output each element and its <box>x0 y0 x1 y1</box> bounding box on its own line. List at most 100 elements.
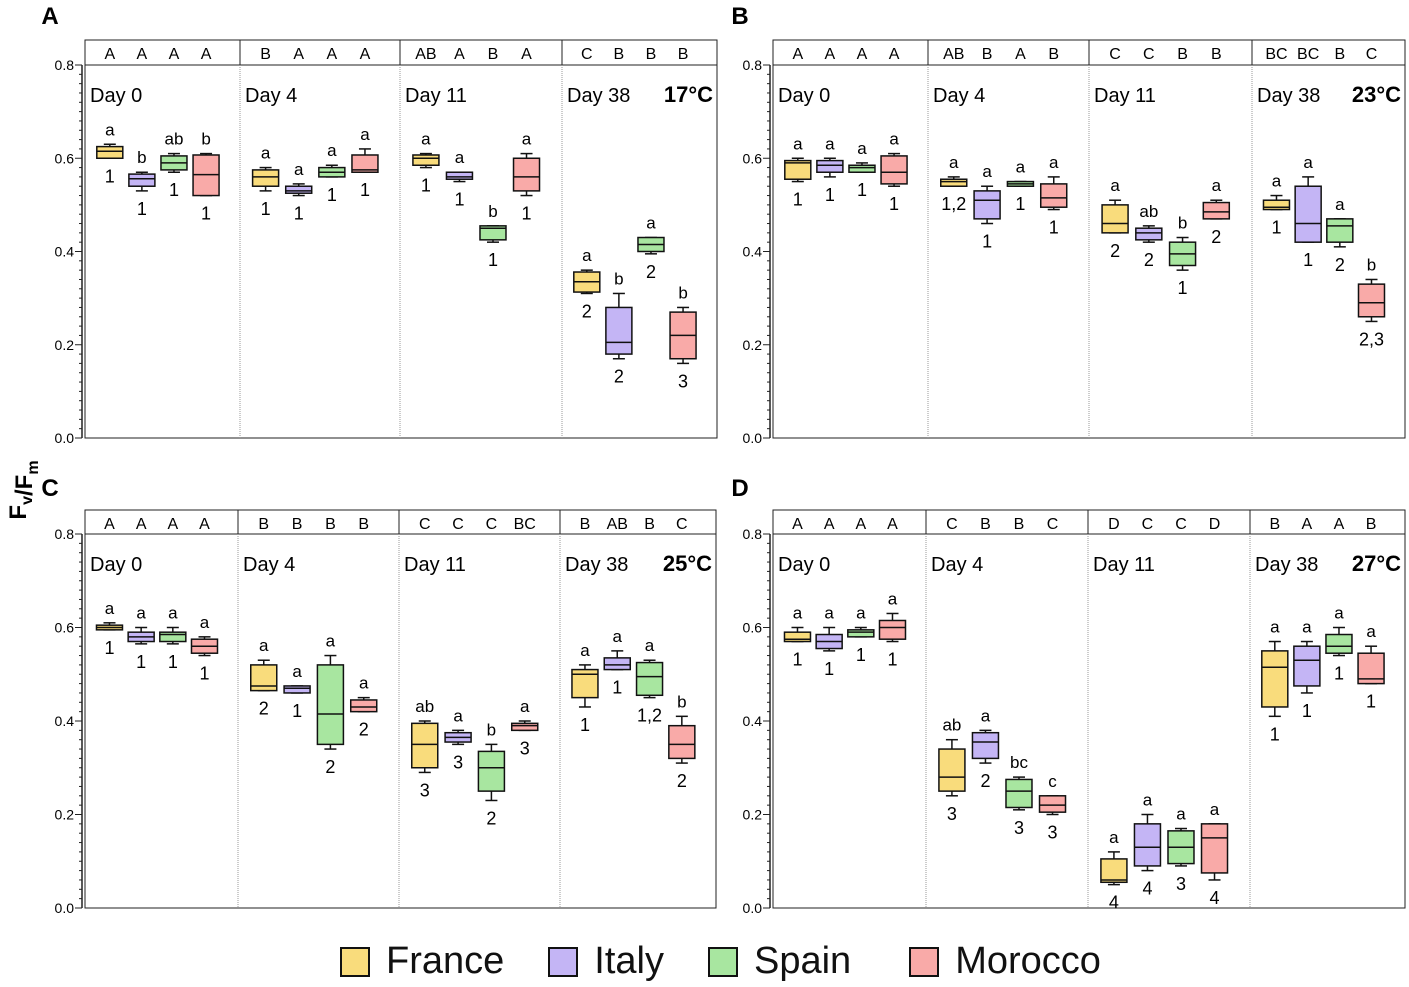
y-tick-label: 0.4 <box>743 713 763 729</box>
box-number: 1 <box>825 185 835 205</box>
box-letter: b <box>201 130 210 149</box>
box-number: 1 <box>1302 701 1312 721</box>
group-letter: A <box>1302 516 1313 533</box>
box-morocco <box>510 722 539 732</box>
group-letter: B <box>260 46 271 63</box>
group-letter: AB <box>943 46 964 63</box>
day-label: Day 11 <box>1094 85 1156 107</box>
box-number: 1 <box>522 204 532 224</box>
panel-label: C <box>41 475 58 502</box>
box-italy <box>128 173 156 187</box>
box-letter: a <box>360 125 370 144</box>
group-letter: C <box>1142 516 1154 533</box>
box-number: 1 <box>488 250 498 270</box>
box-letter: b <box>678 283 687 302</box>
group-letter: AB <box>415 46 436 63</box>
box-letter: b <box>488 202 497 221</box>
panel-label: A <box>41 3 58 30</box>
day-label: Day 38 <box>1257 85 1320 107</box>
group-letter: A <box>167 516 178 533</box>
box-morocco <box>1200 823 1229 874</box>
group-letter: BC <box>1265 46 1287 63</box>
box-number: 1 <box>793 190 803 210</box>
group-letter: A <box>136 516 147 533</box>
box-letter: a <box>857 139 867 158</box>
box-number: 1 <box>1334 664 1344 684</box>
box-france <box>783 631 812 643</box>
group-letter: A <box>199 516 210 533</box>
group-letter: A <box>857 46 868 63</box>
box-morocco <box>880 155 908 185</box>
box-number: 1 <box>261 199 271 219</box>
group-letter: B <box>1014 516 1025 533</box>
box-italy <box>971 731 1000 760</box>
box-letter: a <box>949 153 959 172</box>
box-letter: a <box>580 641 590 660</box>
box-letter: a <box>1334 604 1344 623</box>
box-morocco <box>1038 795 1067 813</box>
y-tick-label: 0.2 <box>55 337 75 353</box>
box-letter: a <box>359 674 369 693</box>
box-letter: b <box>677 692 686 711</box>
group-letter: A <box>521 46 532 63</box>
box-italy <box>445 171 474 180</box>
box-letter: a <box>1303 153 1313 172</box>
box-letter: a <box>856 604 866 623</box>
y-tick-label: 0.4 <box>55 713 75 729</box>
group-letter: B <box>358 516 369 533</box>
box-number: 1,2 <box>637 706 662 726</box>
box-italy <box>605 306 633 355</box>
box-letter: a <box>613 627 623 646</box>
box-france <box>412 154 440 166</box>
legend-item-spain: Spain <box>707 940 851 983</box>
legend-label-morocco: Morocco <box>955 940 1101 982</box>
box-number: 1 <box>169 180 179 200</box>
box-letter: a <box>1272 172 1282 191</box>
group-letter: B <box>488 46 499 63</box>
plot-area <box>84 533 717 909</box>
y-tick-label: 0.6 <box>55 150 75 166</box>
box-number: 4 <box>1210 888 1220 908</box>
plot-area <box>84 64 718 439</box>
box-france <box>784 159 812 180</box>
box-letter: a <box>327 141 337 160</box>
box-morocco <box>668 724 696 760</box>
plot-area <box>772 533 1406 909</box>
box-letter: a <box>421 130 431 149</box>
group-letter: B <box>982 46 993 63</box>
box-france <box>250 664 278 692</box>
box-morocco <box>1039 183 1068 208</box>
box-letter: a <box>1335 195 1345 214</box>
legend: France Italy Spain Morocco <box>340 940 1145 983</box>
box-letter: a <box>294 160 304 179</box>
box-france <box>1100 858 1128 884</box>
box-number: 2 <box>677 771 687 791</box>
group-letter: A <box>824 516 835 533</box>
box-italy <box>283 685 311 694</box>
group-letter: C <box>946 516 958 533</box>
legend-swatch-france <box>340 946 370 977</box>
group-letter: BC <box>514 516 536 533</box>
box-number: 3 <box>453 752 463 772</box>
box-letter: a <box>825 134 835 153</box>
box-letter: a <box>1109 828 1119 847</box>
box-france <box>251 169 280 187</box>
box-spain <box>1005 778 1033 809</box>
box-letter: a <box>645 636 655 655</box>
box-number: 4 <box>1142 879 1152 899</box>
group-letter: A <box>327 46 338 63</box>
y-tick-label: 0.0 <box>55 430 75 446</box>
day-label: Day 38 <box>567 85 630 107</box>
box-number: 1 <box>168 652 178 672</box>
group-letter: D <box>1209 516 1221 533</box>
day-label: Day 38 <box>1255 554 1318 576</box>
box-number: 2 <box>1211 227 1221 247</box>
y-tick-label: 0.2 <box>743 337 763 353</box>
y-tick-label: 0.4 <box>743 244 763 260</box>
box-number: 1 <box>136 652 146 672</box>
box-letter: b <box>487 720 496 739</box>
box-letter: a <box>292 662 302 681</box>
group-letter: A <box>360 46 371 63</box>
box-spain <box>1326 218 1354 243</box>
